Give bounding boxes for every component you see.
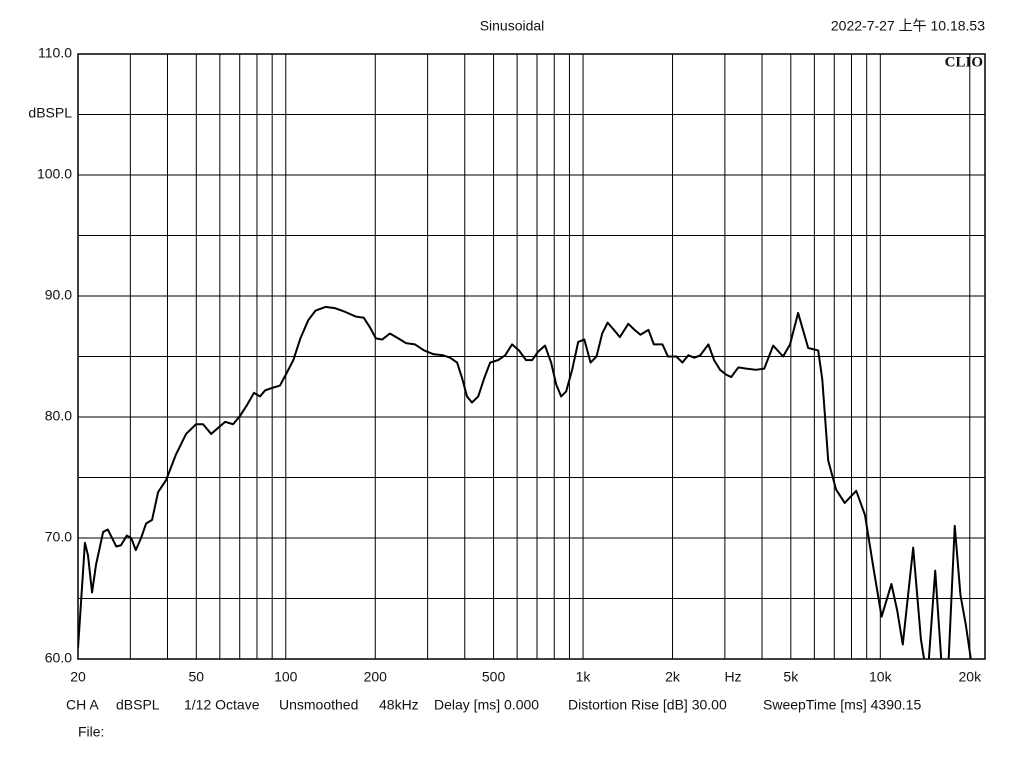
- y-tick-label: 110.0: [38, 45, 72, 61]
- plot: [78, 305, 972, 659]
- x-tick-label: 10k: [869, 669, 893, 685]
- x-tick-label: 20k: [959, 669, 983, 685]
- x-tick-label: 50: [189, 669, 205, 685]
- y-tick-label: 80.0: [45, 408, 72, 424]
- x-tick-label: 20: [70, 669, 86, 685]
- x-tick-label: 2k: [665, 669, 681, 685]
- footer-item: Distortion Rise [dB] 30.00: [568, 697, 727, 713]
- x-tick-label: 500: [482, 669, 506, 685]
- footer-item: 48kHz: [379, 697, 419, 713]
- footer-item: SweepTime [ms] 4390.15: [763, 697, 921, 713]
- x-tick-label: 1k: [576, 669, 592, 685]
- response-curve: [78, 305, 972, 659]
- footer-item: Unsmoothed: [279, 697, 358, 713]
- y-tick-label: 100.0: [37, 166, 72, 182]
- y-tick-label: 60.0: [45, 650, 72, 666]
- y-axis-label: dBSPL: [28, 105, 72, 121]
- y-tick-label: 90.0: [45, 287, 72, 303]
- file-label: File:: [78, 724, 104, 740]
- plot-frame: [77, 53, 986, 660]
- x-tick-label: 5k: [783, 669, 799, 685]
- x-tick-label: 100: [274, 669, 298, 685]
- x-axis-label: Hz: [724, 669, 741, 685]
- footer-item: 1/12 Octave: [184, 697, 260, 713]
- timestamp: 2022-7-27 上午 10.18.53: [831, 18, 985, 34]
- footer-item: dBSPL: [116, 697, 160, 713]
- y-tick-label: 70.0: [45, 529, 72, 545]
- footer-item: CH A: [66, 697, 99, 713]
- brand: CLIO: [945, 54, 983, 70]
- x-tick-label: 200: [364, 669, 388, 685]
- chart-title: Sinusoidal: [480, 18, 545, 34]
- footer-item: Delay [ms] 0.000: [434, 697, 539, 713]
